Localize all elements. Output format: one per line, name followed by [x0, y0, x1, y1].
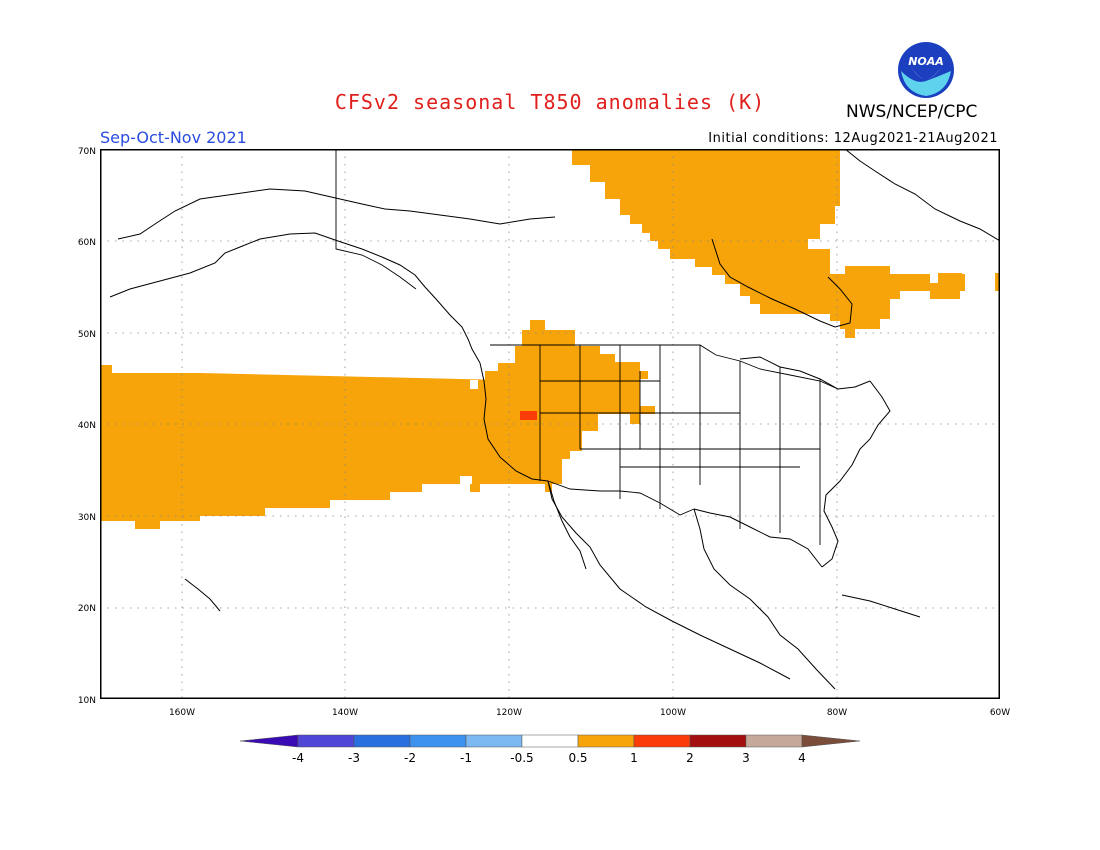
- baja: [547, 480, 587, 570]
- colorbar-swatch-8: [689, 734, 747, 748]
- anomaly-region-west-us: [200, 373, 504, 413]
- colorbar-swatch-2: [353, 734, 411, 748]
- colorbar: -4 -3 -2 -1 -0.5 0.5 1 2 3 4: [240, 734, 861, 765]
- colorbar-label-05: 0.5: [568, 751, 587, 765]
- cuba: [841, 594, 921, 618]
- colorbar-label-2: 2: [686, 751, 694, 765]
- colorbar-label-4: 4: [798, 751, 806, 765]
- colorbar-swatch-6: [577, 734, 635, 748]
- hawaii: [184, 578, 221, 612]
- alaska-canada-border: [335, 149, 417, 290]
- colorbar-label-neg4: -4: [292, 751, 304, 765]
- anomaly-shading: [100, 149, 1000, 529]
- anomaly-region-labrador: [938, 273, 962, 291]
- noaa-logo-text: NOAA: [908, 55, 944, 68]
- anomaly-region-west-us-core: [457, 320, 655, 492]
- lon-label-140w: 140W: [332, 708, 358, 718]
- noaa-logo-icon: NOAA: [898, 42, 954, 98]
- lat-label-20n: 20N: [78, 604, 96, 614]
- lat-label-30n: 30N: [78, 513, 96, 523]
- colorbar-swatch-max-arrow: [801, 734, 861, 748]
- canada-arctic-coast: [339, 198, 556, 225]
- lon-label-80w: 80W: [827, 708, 847, 718]
- colorbar-swatch-4: [465, 734, 523, 748]
- colorbar-label-1: 1: [630, 751, 638, 765]
- lat-label-50n: 50N: [78, 330, 96, 340]
- colorbar-label-neg05: -0.5: [510, 751, 533, 765]
- coastlines: [109, 149, 1000, 690]
- colorbar-swatches: [240, 734, 861, 748]
- us-canada-border: [490, 344, 839, 390]
- alaska-coast: [109, 232, 481, 364]
- lat-label-10n: 10N: [78, 696, 96, 706]
- political-borders: [335, 149, 839, 545]
- colorbar-swatch-3: [409, 734, 467, 748]
- lon-label-60w: 60W: [990, 708, 1010, 718]
- greenland: [844, 149, 1000, 242]
- colorbar-swatch-5: [521, 734, 579, 748]
- us-mexico-border: [547, 480, 695, 516]
- mexico-coast: [693, 508, 836, 690]
- alaska-north-coast: [117, 188, 341, 240]
- lat-label-40n: 40N: [78, 421, 96, 431]
- anomaly-region-canada: [572, 149, 965, 338]
- colorbar-swatch-1: [297, 734, 355, 748]
- great-lakes: [739, 356, 871, 390]
- us-state-lines: [539, 345, 821, 545]
- colorbar-swatch-9: [745, 734, 803, 748]
- anomaly-region-pacific: [100, 365, 504, 529]
- colorbar-swatch-7: [633, 734, 691, 748]
- lon-label-120w: 120W: [496, 708, 522, 718]
- colorbar-swatch-min-arrow: [240, 734, 299, 748]
- gulf-coast: [693, 508, 823, 568]
- hudson-bay: [711, 238, 853, 328]
- us-west-coast: [479, 362, 549, 482]
- mexico-pacific-coast: [547, 480, 791, 680]
- colorbar-label-3: 3: [742, 751, 750, 765]
- graticule: [100, 149, 1000, 699]
- colorbar-label-neg2: -2: [404, 751, 416, 765]
- season-label: Sep-Oct-Nov 2021: [100, 128, 247, 147]
- colorbar-label-neg3: -3: [348, 751, 360, 765]
- lon-label-100w: 100W: [660, 708, 686, 718]
- anomaly-region-nevada-strong: [520, 411, 537, 420]
- map-title: CFSv2 seasonal T850 anomalies (K): [334, 90, 766, 114]
- colorbar-label-neg1: -1: [460, 751, 472, 765]
- lat-label-60n: 60N: [78, 238, 96, 248]
- anomaly-map: [100, 149, 1000, 699]
- lat-label-70n: 70N: [78, 147, 96, 157]
- axis-labels: 70N 60N 50N 40N 30N 20N 10N 160W 140W 12…: [78, 147, 1010, 718]
- agency-label: NWS/NCEP/CPC: [846, 102, 978, 122]
- initial-conditions-label: Initial conditions: 12Aug2021-21Aug2021: [708, 131, 998, 146]
- us-east-coast: [821, 380, 891, 568]
- lon-label-160w: 160W: [169, 708, 195, 718]
